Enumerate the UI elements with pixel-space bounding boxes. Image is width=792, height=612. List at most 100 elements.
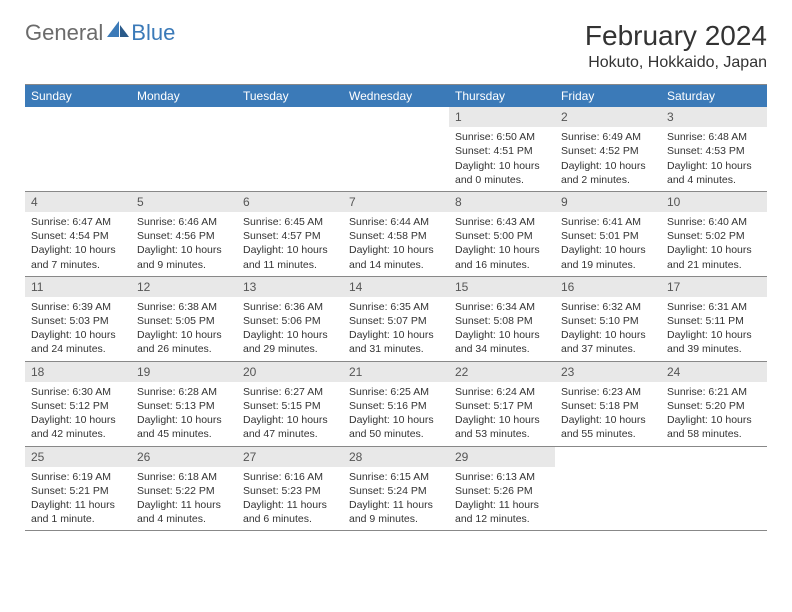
daylight-text: Daylight: 10 hours and 2 minutes. — [561, 159, 655, 187]
daylight-text: Daylight: 11 hours and 9 minutes. — [349, 498, 443, 526]
day-cell: 24Sunrise: 6:21 AMSunset: 5:20 PMDayligh… — [661, 362, 767, 446]
weekday-saturday: Saturday — [661, 85, 767, 107]
daylight-text: Daylight: 10 hours and 9 minutes. — [137, 243, 231, 271]
day-cell: 12Sunrise: 6:38 AMSunset: 5:05 PMDayligh… — [131, 277, 237, 361]
sunset-text: Sunset: 5:24 PM — [349, 484, 443, 498]
day-body: Sunrise: 6:34 AMSunset: 5:08 PMDaylight:… — [449, 299, 555, 361]
day-cell: 21Sunrise: 6:25 AMSunset: 5:16 PMDayligh… — [343, 362, 449, 446]
sunset-text: Sunset: 5:06 PM — [243, 314, 337, 328]
day-body: Sunrise: 6:28 AMSunset: 5:13 PMDaylight:… — [131, 384, 237, 446]
day-number: 20 — [237, 362, 343, 382]
month-title: February 2024 — [585, 20, 767, 52]
day-cell: 3Sunrise: 6:48 AMSunset: 4:53 PMDaylight… — [661, 107, 767, 191]
day-cell: 17Sunrise: 6:31 AMSunset: 5:11 PMDayligh… — [661, 277, 767, 361]
day-cell — [131, 107, 237, 191]
sunset-text: Sunset: 4:54 PM — [31, 229, 125, 243]
weekday-monday: Monday — [131, 85, 237, 107]
day-body: Sunrise: 6:39 AMSunset: 5:03 PMDaylight:… — [25, 299, 131, 361]
day-number: 2 — [555, 107, 661, 127]
day-body: Sunrise: 6:24 AMSunset: 5:17 PMDaylight:… — [449, 384, 555, 446]
day-cell: 4Sunrise: 6:47 AMSunset: 4:54 PMDaylight… — [25, 192, 131, 276]
week-row: 4Sunrise: 6:47 AMSunset: 4:54 PMDaylight… — [25, 192, 767, 277]
sunrise-text: Sunrise: 6:39 AM — [31, 300, 125, 314]
title-block: February 2024 Hokuto, Hokkaido, Japan — [585, 20, 767, 72]
sunrise-text: Sunrise: 6:16 AM — [243, 470, 337, 484]
sunrise-text: Sunrise: 6:32 AM — [561, 300, 655, 314]
day-cell: 16Sunrise: 6:32 AMSunset: 5:10 PMDayligh… — [555, 277, 661, 361]
sunrise-text: Sunrise: 6:45 AM — [243, 215, 337, 229]
sunset-text: Sunset: 5:16 PM — [349, 399, 443, 413]
sunrise-text: Sunrise: 6:21 AM — [667, 385, 761, 399]
sunset-text: Sunset: 5:07 PM — [349, 314, 443, 328]
day-body: Sunrise: 6:16 AMSunset: 5:23 PMDaylight:… — [237, 469, 343, 531]
day-number: 8 — [449, 192, 555, 212]
header: General Blue February 2024 Hokuto, Hokka… — [25, 20, 767, 72]
day-number: 10 — [661, 192, 767, 212]
day-cell — [661, 447, 767, 531]
sunset-text: Sunset: 5:12 PM — [31, 399, 125, 413]
sunrise-text: Sunrise: 6:41 AM — [561, 215, 655, 229]
sunset-text: Sunset: 4:51 PM — [455, 144, 549, 158]
daylight-text: Daylight: 10 hours and 45 minutes. — [137, 413, 231, 441]
day-cell: 20Sunrise: 6:27 AMSunset: 5:15 PMDayligh… — [237, 362, 343, 446]
daylight-text: Daylight: 10 hours and 58 minutes. — [667, 413, 761, 441]
day-number: 1 — [449, 107, 555, 127]
day-cell: 15Sunrise: 6:34 AMSunset: 5:08 PMDayligh… — [449, 277, 555, 361]
sunset-text: Sunset: 4:57 PM — [243, 229, 337, 243]
sunset-text: Sunset: 5:10 PM — [561, 314, 655, 328]
day-number: 18 — [25, 362, 131, 382]
logo-text-general: General — [25, 20, 103, 46]
day-number: 28 — [343, 447, 449, 467]
day-body: Sunrise: 6:30 AMSunset: 5:12 PMDaylight:… — [25, 384, 131, 446]
sunset-text: Sunset: 5:11 PM — [667, 314, 761, 328]
weekday-sunday: Sunday — [25, 85, 131, 107]
sunrise-text: Sunrise: 6:24 AM — [455, 385, 549, 399]
sunrise-text: Sunrise: 6:35 AM — [349, 300, 443, 314]
weekday-row: SundayMondayTuesdayWednesdayThursdayFrid… — [25, 85, 767, 107]
sunrise-text: Sunrise: 6:15 AM — [349, 470, 443, 484]
logo-sail-icon — [107, 21, 129, 37]
day-cell: 27Sunrise: 6:16 AMSunset: 5:23 PMDayligh… — [237, 447, 343, 531]
day-body: Sunrise: 6:18 AMSunset: 5:22 PMDaylight:… — [131, 469, 237, 531]
day-number: 15 — [449, 277, 555, 297]
sunrise-text: Sunrise: 6:18 AM — [137, 470, 231, 484]
daylight-text: Daylight: 10 hours and 53 minutes. — [455, 413, 549, 441]
sunrise-text: Sunrise: 6:49 AM — [561, 130, 655, 144]
daylight-text: Daylight: 10 hours and 16 minutes. — [455, 243, 549, 271]
day-body: Sunrise: 6:19 AMSunset: 5:21 PMDaylight:… — [25, 469, 131, 531]
location: Hokuto, Hokkaido, Japan — [585, 54, 767, 72]
day-number: 27 — [237, 447, 343, 467]
day-body: Sunrise: 6:44 AMSunset: 4:58 PMDaylight:… — [343, 214, 449, 276]
daylight-text: Daylight: 10 hours and 24 minutes. — [31, 328, 125, 356]
weekday-friday: Friday — [555, 85, 661, 107]
daylight-text: Daylight: 10 hours and 7 minutes. — [31, 243, 125, 271]
sunset-text: Sunset: 5:13 PM — [137, 399, 231, 413]
sunrise-text: Sunrise: 6:44 AM — [349, 215, 443, 229]
weekday-thursday: Thursday — [449, 85, 555, 107]
sunset-text: Sunset: 5:08 PM — [455, 314, 549, 328]
day-body: Sunrise: 6:43 AMSunset: 5:00 PMDaylight:… — [449, 214, 555, 276]
day-body: Sunrise: 6:27 AMSunset: 5:15 PMDaylight:… — [237, 384, 343, 446]
day-number: 23 — [555, 362, 661, 382]
day-body: Sunrise: 6:46 AMSunset: 4:56 PMDaylight:… — [131, 214, 237, 276]
day-number: 19 — [131, 362, 237, 382]
daylight-text: Daylight: 11 hours and 6 minutes. — [243, 498, 337, 526]
sunrise-text: Sunrise: 6:50 AM — [455, 130, 549, 144]
weekday-wednesday: Wednesday — [343, 85, 449, 107]
daylight-text: Daylight: 10 hours and 26 minutes. — [137, 328, 231, 356]
day-body: Sunrise: 6:35 AMSunset: 5:07 PMDaylight:… — [343, 299, 449, 361]
sunset-text: Sunset: 5:21 PM — [31, 484, 125, 498]
day-number: 6 — [237, 192, 343, 212]
day-number: 29 — [449, 447, 555, 467]
day-cell — [237, 107, 343, 191]
sunset-text: Sunset: 4:56 PM — [137, 229, 231, 243]
calendar: SundayMondayTuesdayWednesdayThursdayFrid… — [25, 85, 767, 531]
day-cell: 1 Sunrise: 6:50 AMSunset: 4:51 PMDaylight… — [449, 107, 555, 191]
week-row: 25Sunrise: 6:19 AMSunset: 5:21 PMDayligh… — [25, 447, 767, 532]
day-cell — [343, 107, 449, 191]
daylight-text: Daylight: 10 hours and 0 minutes. — [455, 159, 549, 187]
day-body: Sunrise: 6:47 AMSunset: 4:54 PMDaylight:… — [25, 214, 131, 276]
day-cell: 9Sunrise: 6:41 AMSunset: 5:01 PMDaylight… — [555, 192, 661, 276]
sunset-text: Sunset: 5:01 PM — [561, 229, 655, 243]
day-number: 13 — [237, 277, 343, 297]
